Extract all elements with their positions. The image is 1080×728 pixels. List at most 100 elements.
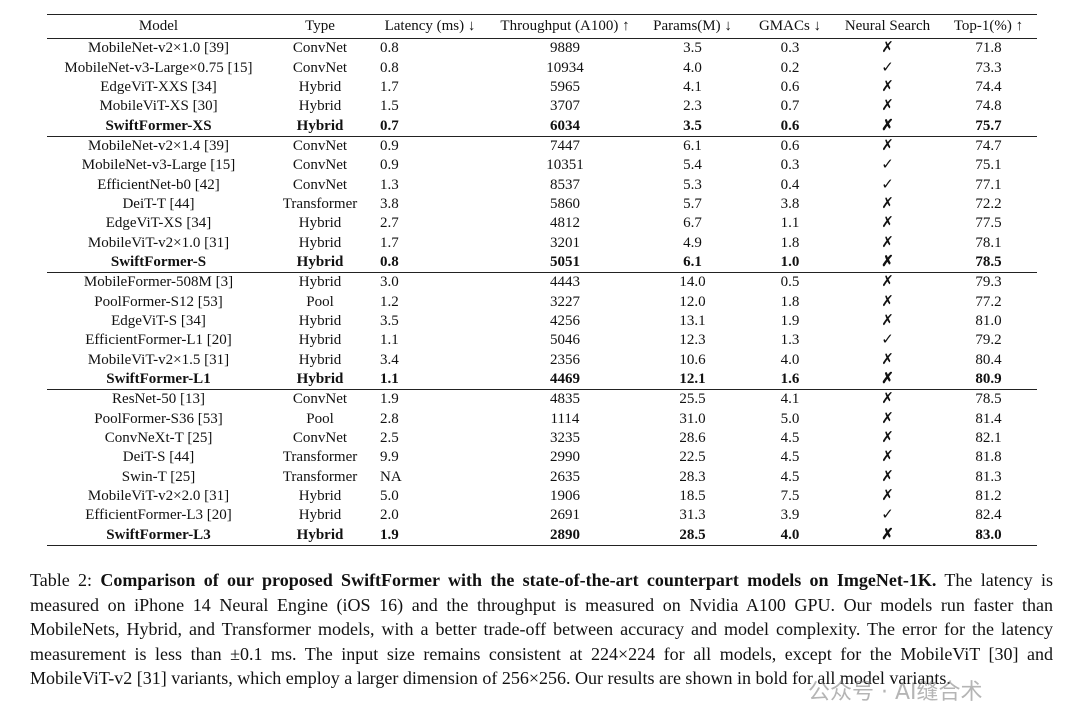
table-row: MobileNet-v3-Large×0.75 [15] ConvNet 0.8 10… [47,58,1037,77]
cell: ✗ [835,272,940,293]
cell: 80.4 [975,351,1002,368]
caption: Table 2: Comparison of our proposed Swif… [30,568,1053,691]
cell: 4.0 [745,525,835,546]
cell: EfficientFormer-L1 [20] [85,332,232,349]
cell: 0.7 [380,117,399,134]
cell: 3.5 [683,117,702,134]
table-row: DeiT-T [44] Transformer 3.8 5860 5.7 3.8 ✗ 72.2 [47,195,1037,214]
cell: Hybrid [296,117,344,134]
cell: 1.5 [380,98,399,115]
cell: 13.1 [679,312,706,329]
cell: 1.1 [380,332,399,349]
table-row: EdgeViT-XXS [34] Hybrid 1.7 5965 4.1 0.6 ✗ 74.4 [47,78,1037,97]
cell: 78.5 [940,389,1037,410]
cell: Hybrid [270,525,370,546]
cell: 28.3 [679,468,706,485]
cell: MobileNet-v3-Large [15] [81,157,236,174]
cell: MobileNet-v2×1.0 [39] [47,38,270,59]
cell: SwiftFormer-S [110,253,207,270]
cell: 3.8 [780,195,800,212]
cell: 10.6 [679,351,706,368]
cell: ✓ [881,59,894,76]
cell: Pool [306,293,334,310]
table-row: MobileViT-XS [30] Hybrid 1.5 3707 2.3 0.7 ✗ 74.… [47,97,1037,116]
cell: 73.3 [975,59,1002,76]
cell: 6.1 [640,135,745,157]
cell: ✗ [881,430,894,447]
cell: ✗ [881,488,894,505]
cell: Transformer [282,195,358,212]
cell: 2.7 [380,215,399,232]
cell: 1.7 [380,78,399,95]
cell: 2990 [550,449,580,466]
cell: ✗ [881,410,894,427]
cell: 3.5 [380,312,399,329]
cell: 78.1 [975,234,1002,251]
cell: 4469 [550,371,580,388]
cell: 2.8 [380,410,399,427]
cell: Hybrid [298,215,342,232]
cell: ✗ [881,215,894,232]
cell: 82.4 [975,507,1002,524]
cell: EfficientNet-b0 [42] [97,176,220,193]
cell: ✓ [881,157,894,174]
cell: Hybrid [298,78,342,95]
cell: 79.3 [940,272,1037,293]
cell: 75.1 [975,157,1002,174]
table-row: Swin-T [25] Transformer NA 2635 28.3 4.5 ✗ 81.3 [47,468,1037,487]
cell: ConvNet [292,430,348,447]
cell: EdgeViT-S [34] [111,312,206,329]
cell: 3201 [550,234,580,251]
cell: MobileNet-v3-Large×0.75 [15] [64,59,253,76]
cell: 1.1 [380,371,399,388]
cell: ✗ [881,449,894,466]
table-row: PoolFormer-S12 [53] Pool 1.2 3227 12.0 1.8 ✗ 77… [47,292,1037,311]
cell: 77.5 [975,215,1002,232]
cell: ConvNet [270,135,370,157]
cell: 1.9 [370,525,490,546]
cell: 5.4 [683,157,702,174]
cell: 81.3 [975,468,1002,485]
cell: Hybrid [298,312,342,329]
header-cell: GMACs ↓ [758,18,822,34]
cell: SwiftFormer-XS [105,117,212,134]
cell: 5.7 [683,195,702,212]
cell: MobileNet-v2×1.4 [39] [47,135,270,157]
cell: ConvNet [270,389,370,410]
cell: 2635 [550,468,580,485]
cell: 3.9 [780,507,800,524]
cell: Hybrid [296,371,344,388]
cell: 3.0 [370,272,490,293]
cell: 9889 [490,38,640,59]
header-row: Model Type Latency (ms) ↓ Throughput (A100)… [47,14,1037,39]
table-body: MobileNet-v2×1.0 [39] ConvNet 0.8 9889 3.5 0.… [47,38,1037,546]
cell: 0.4 [780,176,800,193]
cell: 4812 [550,215,580,232]
cell: 3.5 [640,38,745,59]
cell: 3707 [550,98,580,115]
cell: 81.4 [975,410,1002,427]
cell: 2691 [550,507,580,524]
cell: 81.0 [975,312,1002,329]
cell: 0.3 [780,157,800,174]
cell: Hybrid [298,234,342,251]
cell: ✗ [881,78,894,95]
cell: ✗ [835,389,940,410]
cell: 74.4 [975,78,1002,95]
cell: ✓ [881,176,894,193]
cell: 71.8 [940,38,1037,59]
cell: 12.3 [679,332,706,349]
cell: 5.0 [780,410,800,427]
cell: Hybrid [270,272,370,293]
cell: 83.0 [940,525,1037,546]
cell: Hybrid [298,98,342,115]
cell: 1.7 [380,234,399,251]
cell: 6.7 [683,215,702,232]
cell: Hybrid [296,253,344,270]
cell: MobileViT-v2×2.0 [31] [87,488,230,505]
cell: 9.9 [380,449,399,466]
cell: MobileFormer-508M [3] [47,272,270,293]
cell: 3235 [550,430,580,447]
table-row: EfficientFormer-L1 [20] Hybrid 1.1 5046 12.3… [47,331,1037,350]
header-cell: Params(M) ↓ [653,18,732,34]
